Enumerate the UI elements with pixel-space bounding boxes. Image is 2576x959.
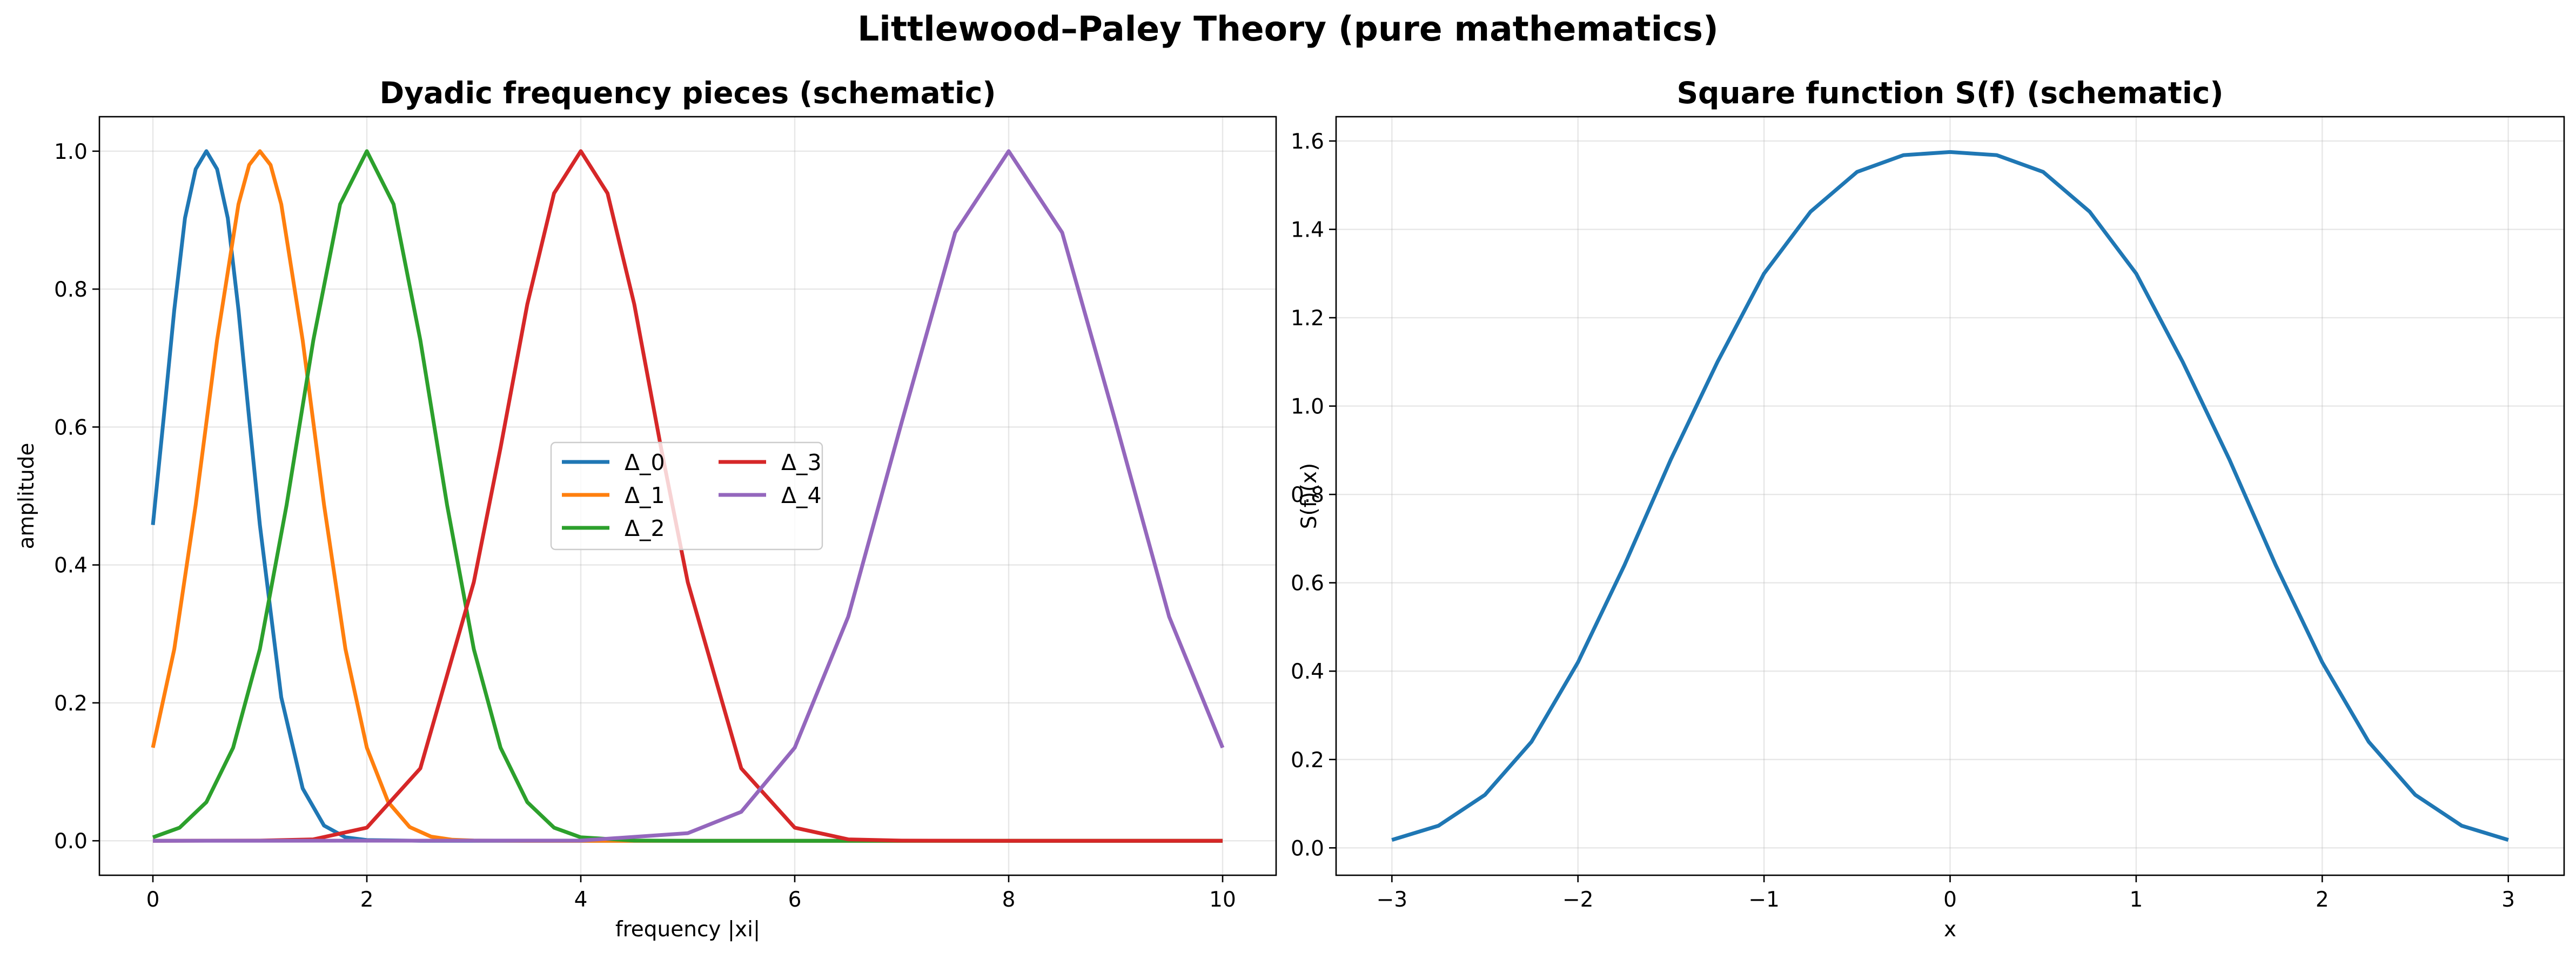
y-tick-label: 0.6 <box>1291 572 1324 596</box>
square-function-line <box>1391 150 2509 842</box>
y-tick-label: 0.0 <box>1291 836 1324 861</box>
x-tick-label: 3 <box>2501 888 2515 912</box>
x-tick-label: 4 <box>574 888 588 912</box>
y-tick-label: 0.8 <box>54 278 88 302</box>
x-tick-label: 0 <box>1943 888 1957 912</box>
y-tick-label: 0.2 <box>54 692 88 716</box>
y-tick-label: 1.0 <box>1291 395 1324 419</box>
y-tick-label: 1.6 <box>1291 130 1324 154</box>
plot-frame <box>98 116 1277 876</box>
x-axis-label: x <box>1944 917 1956 942</box>
y-tick-label: 1.2 <box>1291 306 1324 331</box>
series-2-line <box>152 149 1223 843</box>
y-tick-label: 0.4 <box>1291 660 1324 684</box>
y-tick-label: 0.4 <box>54 554 88 578</box>
series-4-line <box>152 149 1225 843</box>
legend-box <box>550 441 823 551</box>
panel-title: Square function S(f) (schematic) <box>1676 76 2223 110</box>
x-tick-label: 8 <box>1002 888 1016 912</box>
y-tick-label: 0.2 <box>1291 748 1324 773</box>
series-3-line <box>152 149 1223 843</box>
legend-label-3: Δ_3 <box>781 450 822 475</box>
legend: Δ_0 Δ_1 Δ_2 Δ_3 Δ_4 <box>550 441 823 551</box>
x-tick-label: 2 <box>2316 888 2329 912</box>
x-tick-label: 10 <box>1209 888 1236 912</box>
legend-label-2: Δ_2 <box>625 515 665 541</box>
x-tick-label: 6 <box>788 888 802 912</box>
figure-title: Littlewood–Paley Theory (pure mathematic… <box>857 9 1719 49</box>
y-tick-label: 0.8 <box>1291 483 1324 507</box>
x-axis-label: frequency |xi| <box>615 917 760 942</box>
y-tick-label: 1.0 <box>54 140 88 164</box>
y-axis-label: amplitude <box>15 442 39 549</box>
x-tick-label: 0 <box>146 888 160 912</box>
square-function-panel: −3 −2 −1 0 1 2 3 0.0 0.2 0.4 0.6 0.8 1.0 1.2 1.4 1.6 Squ… <box>1291 76 2565 942</box>
x-tick-label: 2 <box>360 888 374 912</box>
dyadic-pieces-panel: 0 2 4 6 8 10 0.0 0.2 0.4 0.6 0.8 1.0 Dyadic frequenc… <box>15 76 1277 942</box>
legend-label-0: Δ_0 <box>625 450 665 475</box>
y-axis-label: S(f)(x) <box>1297 463 1321 529</box>
x-tick-label: −1 <box>1748 888 1780 912</box>
x-tick-label: −2 <box>1562 888 1594 912</box>
x-tick-label: 1 <box>2129 888 2143 912</box>
y-tick-label: 0.6 <box>54 415 88 440</box>
x-tick-label: −3 <box>1377 888 1408 912</box>
y-tick-label: 1.4 <box>1291 218 1324 243</box>
panel-title: Dyadic frequency pieces (schematic) <box>379 76 996 110</box>
y-tick-label: 0.0 <box>54 829 88 854</box>
legend-label-1: Δ_1 <box>625 482 665 508</box>
legend-label-4: Δ_4 <box>781 482 822 508</box>
